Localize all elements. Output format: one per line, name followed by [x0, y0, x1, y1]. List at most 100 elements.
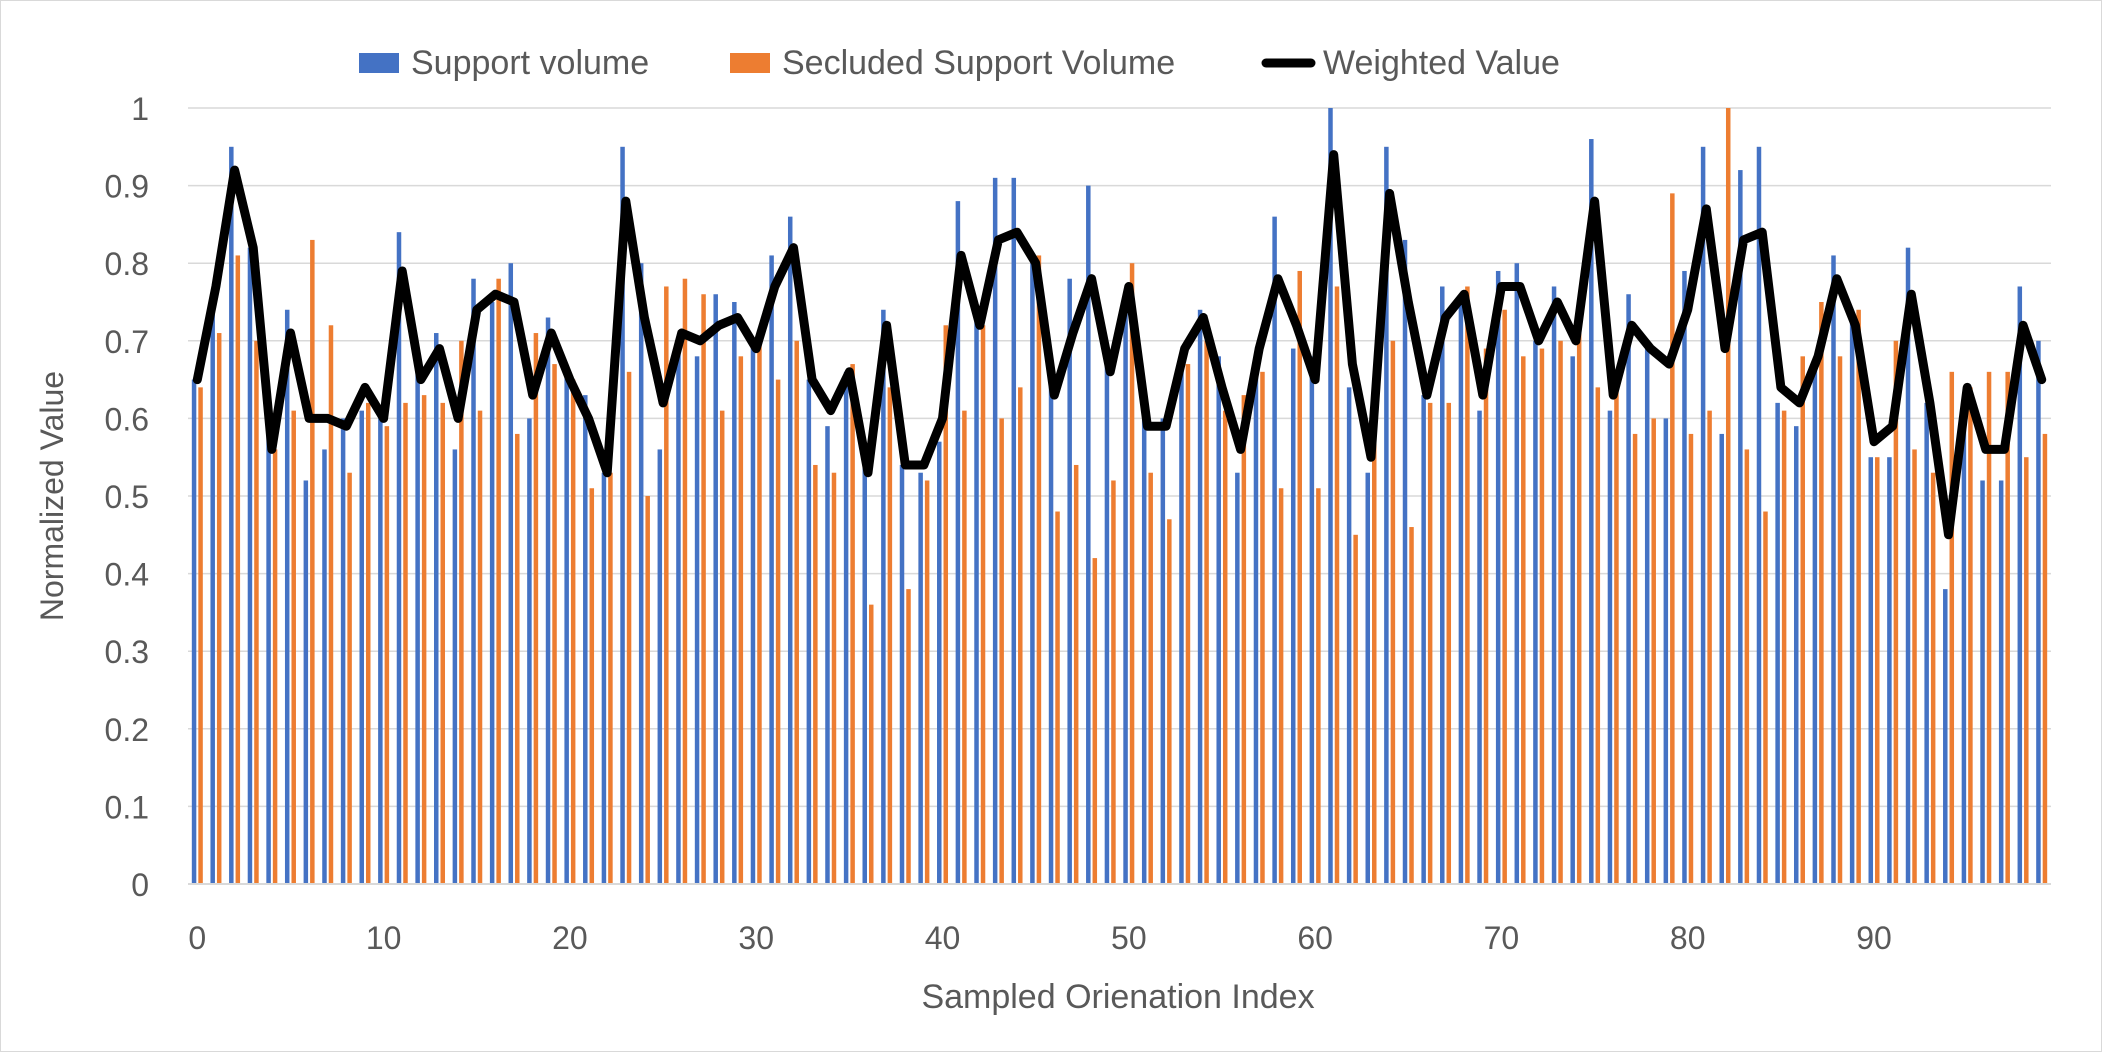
bar-support-volume: [1365, 472, 1371, 884]
legend-label-weighted: Weighted Value: [1323, 44, 1560, 82]
bar-support-volume: [769, 255, 774, 884]
x-tick-label: 20: [552, 920, 588, 956]
bar-secluded-support-volume: [1651, 418, 1656, 884]
bar-secluded-support-volume: [813, 464, 818, 884]
bar-secluded-support-volume: [1949, 371, 1955, 885]
bar-support-volume: [1346, 387, 1352, 884]
bar-secluded-support-volume: [831, 472, 837, 884]
y-axis-label: Normalized Value: [34, 371, 70, 621]
bar-secluded-support-volume: [1986, 371, 1992, 885]
bar-secluded-support-volume: [1521, 356, 1526, 884]
bar-secluded-support-volume: [1893, 340, 1899, 884]
bar-support-volume: [545, 317, 551, 884]
bar-secluded-support-volume: [1912, 449, 1917, 884]
bar-secluded-support-volume: [682, 278, 688, 885]
bar-support-volume: [191, 379, 197, 884]
y-tick-label: 0.3: [105, 634, 149, 670]
bar-secluded-support-volume: [291, 410, 296, 884]
bar-support-volume: [1086, 185, 1091, 885]
bar-secluded-support-volume: [962, 410, 967, 884]
bar-secluded-support-volume: [589, 488, 595, 884]
bar-secluded-support-volume: [1558, 340, 1563, 884]
bar-support-volume: [899, 464, 905, 884]
bar-secluded-support-volume: [626, 371, 632, 885]
bar-secluded-support-volume: [794, 340, 799, 884]
bar-secluded-support-volume: [906, 589, 911, 884]
bar-support-volume: [340, 418, 346, 884]
bar-support-volume: [1235, 472, 1240, 884]
bar-support-volume: [1663, 418, 1669, 884]
bar-support-volume: [1030, 263, 1035, 884]
bar-secluded-support-volume: [459, 340, 464, 884]
bar-secluded-support-volume: [1092, 558, 1098, 884]
bar-secluded-support-volume: [608, 472, 613, 884]
bar-secluded-support-volume: [1204, 340, 1209, 884]
bar-secluded-support-volume: [2024, 457, 2029, 884]
bar-support-volume: [1570, 356, 1575, 884]
bar-support-volume: [1253, 356, 1259, 884]
bar-secluded-support-volume: [924, 480, 930, 884]
bar-secluded-support-volume: [515, 433, 520, 884]
bar-support-volume: [1514, 263, 1520, 884]
bar-support-volume: [1775, 402, 1780, 884]
bar-support-volume: [583, 395, 588, 884]
bar-secluded-support-volume: [1744, 449, 1750, 884]
bar-support-volume: [471, 278, 476, 885]
bar-secluded-support-volume: [1278, 488, 1284, 884]
bar-secluded-support-volume: [1725, 108, 1731, 884]
bar-secluded-support-volume: [347, 472, 352, 884]
bar-support-volume: [676, 340, 681, 884]
x-tick-label: 30: [738, 920, 774, 956]
bar-support-volume: [1607, 410, 1613, 884]
bar-support-volume: [1682, 270, 1687, 885]
bar-support-volume: [638, 263, 644, 884]
y-tick-label: 0.5: [105, 479, 149, 515]
bar-support-volume: [378, 418, 383, 884]
bar-support-volume: [732, 302, 737, 884]
x-tick-label: 70: [1484, 920, 1520, 956]
bar-secluded-support-volume: [570, 379, 576, 884]
bar-secluded-support-volume: [645, 496, 650, 884]
bar-support-volume: [1216, 356, 1221, 884]
bar-secluded-support-volume: [1483, 348, 1489, 884]
bar-secluded-support-volume: [496, 278, 501, 885]
bar-support-volume: [1589, 139, 1594, 885]
bar-support-volume: [1309, 356, 1315, 884]
bar-support-volume: [1980, 480, 1985, 884]
bar-support-volume: [210, 302, 215, 884]
bar-secluded-support-volume: [235, 255, 241, 884]
bar-secluded-support-volume: [403, 402, 408, 884]
bar-secluded-support-volume: [1465, 286, 1470, 885]
bar-secluded-support-volume: [1856, 309, 1861, 884]
bar-secluded-support-volume: [738, 356, 744, 884]
bar-support-volume: [527, 418, 532, 884]
bar-support-volume: [992, 177, 998, 885]
bar-secluded-support-volume: [1707, 410, 1712, 884]
bar-support-volume: [750, 340, 756, 884]
bar-support-volume: [1421, 395, 1426, 884]
x-axis-label: Sampled Orienation Index: [921, 978, 1314, 1016]
bar-support-volume: [806, 379, 812, 884]
bar-support-volume: [862, 464, 867, 884]
bar-support-volume: [787, 216, 793, 884]
bar-secluded-support-volume: [1688, 433, 1694, 884]
bar-support-volume: [1197, 309, 1203, 884]
legend-swatch-secluded: [730, 53, 770, 73]
gridlines: [188, 107, 2051, 808]
bar-secluded-support-volume: [1316, 488, 1321, 884]
bar-support-volume: [1998, 480, 2004, 884]
bar-secluded-support-volume: [328, 325, 334, 884]
bar-support-volume: [955, 201, 961, 884]
bar-support-volume: [918, 472, 923, 884]
x-tick-label: 40: [925, 920, 961, 956]
bar-secluded-support-volume: [421, 395, 427, 884]
bar-secluded-support-volume: [1670, 193, 1675, 885]
bar-secluded-support-volume: [1167, 519, 1172, 884]
bar-support-volume: [620, 146, 625, 885]
x-tick-label: 50: [1111, 920, 1147, 956]
bar-support-volume: [1756, 146, 1762, 885]
bar-secluded-support-volume: [1409, 527, 1414, 884]
bar-support-volume: [1141, 402, 1147, 884]
bar-support-volume: [1179, 364, 1184, 885]
bar-support-volume: [937, 441, 942, 884]
